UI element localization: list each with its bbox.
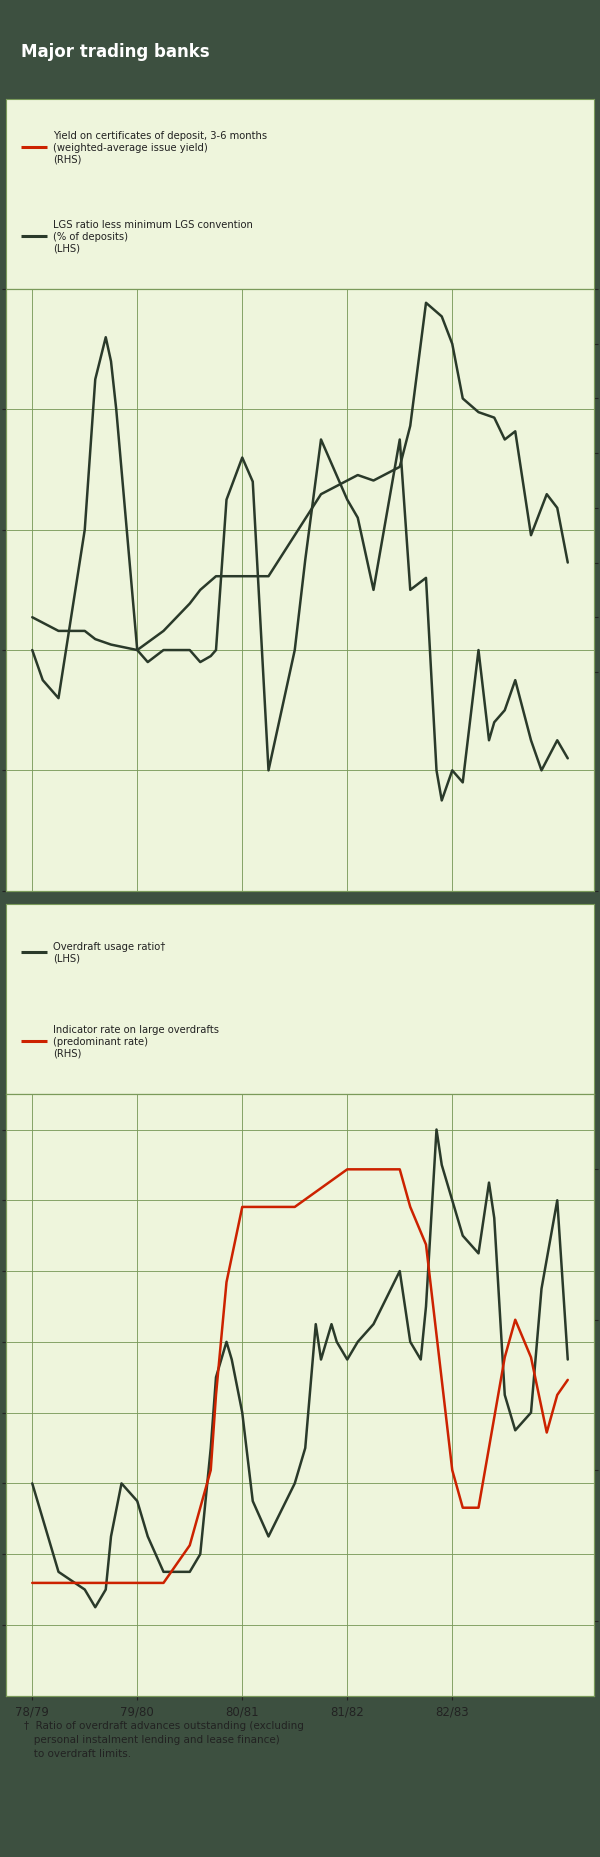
Text: Overdraft usage ratio†
(LHS): Overdraft usage ratio† (LHS) bbox=[53, 941, 166, 964]
Text: Indicator rate on large overdrafts
(predominant rate)
(RHS): Indicator rate on large overdrafts (pred… bbox=[53, 1025, 219, 1058]
Text: Yield on certificates of deposit, 3-6 months
(weighted-average issue yield)
(RHS: Yield on certificates of deposit, 3-6 mo… bbox=[53, 130, 267, 165]
Text: †  Ratio of overdraft advances outstanding (excluding
   personal instalment len: † Ratio of overdraft advances outstandin… bbox=[23, 1720, 304, 1759]
Text: Major trading banks: Major trading banks bbox=[21, 43, 209, 61]
Text: LGS ratio less minimum LGS convention
(% of deposits)
(LHS): LGS ratio less minimum LGS convention (%… bbox=[53, 219, 253, 254]
